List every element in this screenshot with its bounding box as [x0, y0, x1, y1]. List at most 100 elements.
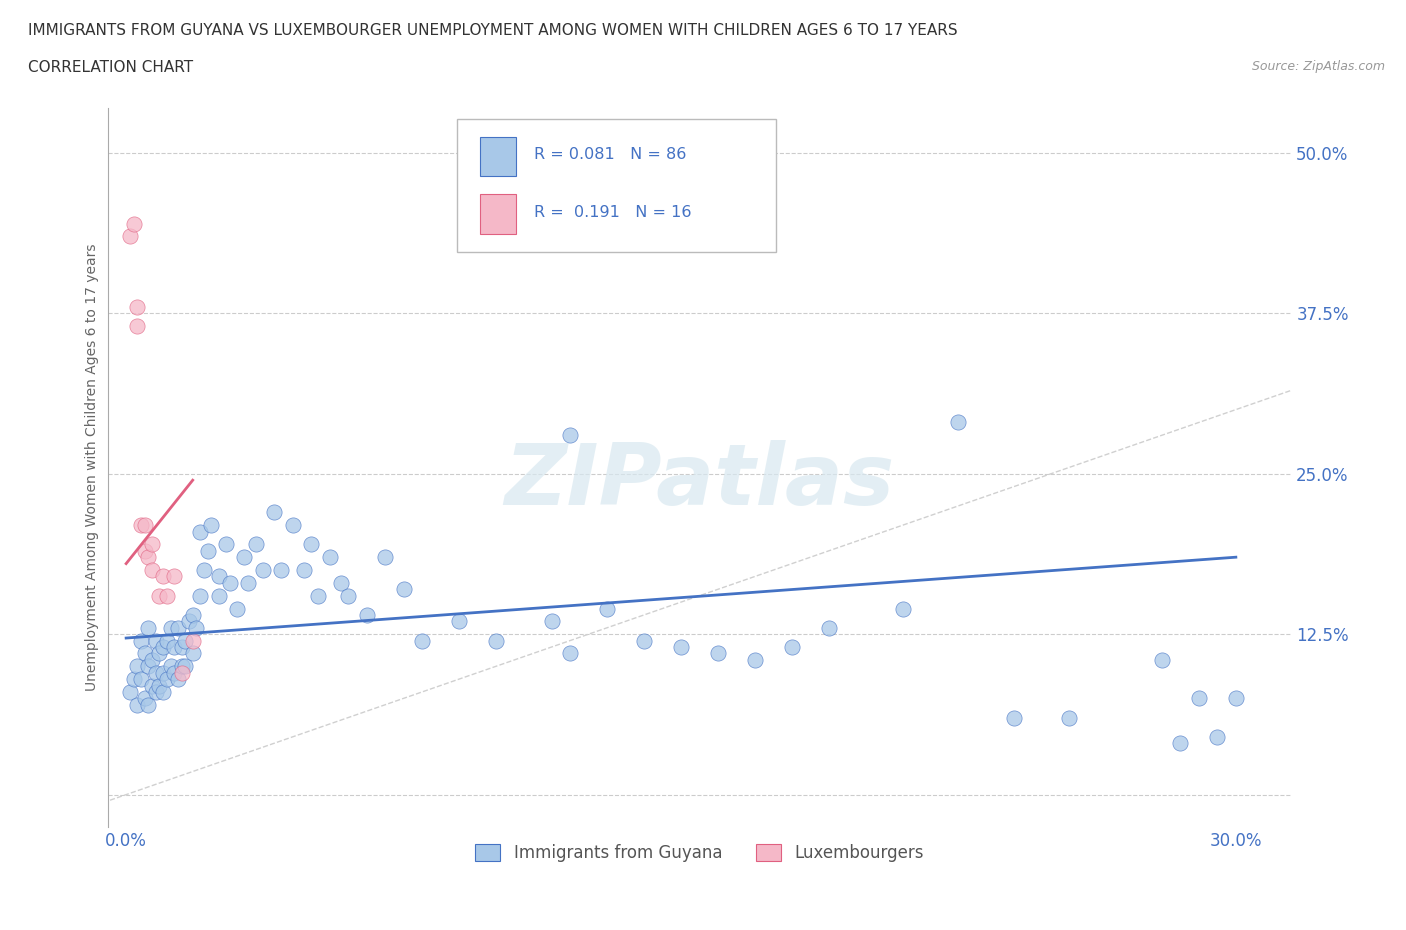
Point [136, 550, 159, 565]
FancyBboxPatch shape [457, 119, 776, 252]
Point [145, 633, 167, 648]
Point [669, 640, 692, 655]
Point [540, 614, 562, 629]
Point [252, 563, 274, 578]
Point [122, 671, 145, 686]
Point [1002, 711, 1025, 725]
Point [145, 684, 167, 699]
Point [141, 563, 163, 578]
Point [141, 537, 163, 551]
Point [299, 537, 322, 551]
Point [148, 646, 170, 661]
Point [159, 620, 181, 635]
Point [174, 658, 197, 673]
Point [263, 505, 285, 520]
Point [308, 589, 330, 604]
Text: R =  0.191   N = 16: R = 0.191 N = 16 [534, 205, 692, 219]
Point [163, 665, 186, 680]
Point [141, 678, 163, 693]
Y-axis label: Unemployment Among Women with Children Ages 6 to 17 years: Unemployment Among Women with Children A… [86, 244, 100, 691]
Point [197, 543, 219, 558]
Point [127, 698, 149, 712]
Point [136, 620, 159, 635]
Point [215, 537, 238, 551]
Point [129, 518, 152, 533]
Point [1150, 653, 1173, 668]
Point [392, 582, 415, 597]
Point [136, 658, 159, 673]
Point [181, 607, 204, 622]
Point [118, 684, 141, 699]
Text: ZIPatlas: ZIPatlas [505, 440, 894, 524]
Point [152, 640, 174, 655]
Point [207, 589, 229, 604]
Point [174, 633, 197, 648]
Point [181, 633, 204, 648]
Point [270, 563, 292, 578]
Point [134, 691, 156, 706]
Text: IMMIGRANTS FROM GUYANA VS LUXEMBOURGER UNEMPLOYMENT AMONG WOMEN WITH CHILDREN AG: IMMIGRANTS FROM GUYANA VS LUXEMBOURGER U… [28, 23, 957, 38]
Point [596, 601, 619, 616]
Point [152, 684, 174, 699]
Point [780, 640, 803, 655]
Point [163, 569, 186, 584]
Point [136, 698, 159, 712]
Point [163, 640, 186, 655]
Point [818, 620, 841, 635]
Point [374, 550, 396, 565]
FancyBboxPatch shape [481, 194, 516, 233]
Point [238, 576, 260, 591]
Point [177, 614, 200, 629]
Text: R = 0.081   N = 86: R = 0.081 N = 86 [534, 147, 686, 162]
Point [170, 665, 193, 680]
Point [156, 589, 179, 604]
Point [744, 653, 766, 668]
Point [329, 576, 352, 591]
Point [281, 518, 304, 533]
Point [485, 633, 508, 648]
Point [122, 216, 145, 231]
Point [948, 415, 970, 430]
Point [193, 563, 215, 578]
Point [218, 576, 240, 591]
Point [118, 229, 141, 244]
Point [1188, 691, 1211, 706]
Point [134, 518, 156, 533]
Point [318, 550, 340, 565]
Point [167, 620, 190, 635]
Point [129, 671, 152, 686]
Point [1225, 691, 1247, 706]
Point [356, 607, 378, 622]
Point [233, 550, 256, 565]
Point [292, 563, 315, 578]
Point [148, 678, 170, 693]
Point [170, 658, 193, 673]
Point [145, 665, 167, 680]
Point [156, 633, 179, 648]
Point [152, 665, 174, 680]
FancyBboxPatch shape [481, 137, 516, 177]
Point [707, 646, 730, 661]
Point [134, 543, 156, 558]
Point [633, 633, 655, 648]
Point [1206, 729, 1229, 744]
Point [170, 640, 193, 655]
Point [188, 589, 211, 604]
Point [186, 620, 208, 635]
Point [1059, 711, 1081, 725]
Point [141, 653, 163, 668]
Point [207, 569, 229, 584]
Point [127, 658, 149, 673]
Text: CORRELATION CHART: CORRELATION CHART [28, 60, 193, 75]
Point [1170, 736, 1192, 751]
Legend: Immigrants from Guyana, Luxembourgers: Immigrants from Guyana, Luxembourgers [468, 837, 931, 869]
Point [226, 601, 249, 616]
Point [148, 589, 170, 604]
Point [127, 319, 149, 334]
Point [337, 589, 360, 604]
Text: Source: ZipAtlas.com: Source: ZipAtlas.com [1251, 60, 1385, 73]
Point [156, 671, 179, 686]
Point [134, 646, 156, 661]
Point [200, 518, 222, 533]
Point [127, 299, 149, 314]
